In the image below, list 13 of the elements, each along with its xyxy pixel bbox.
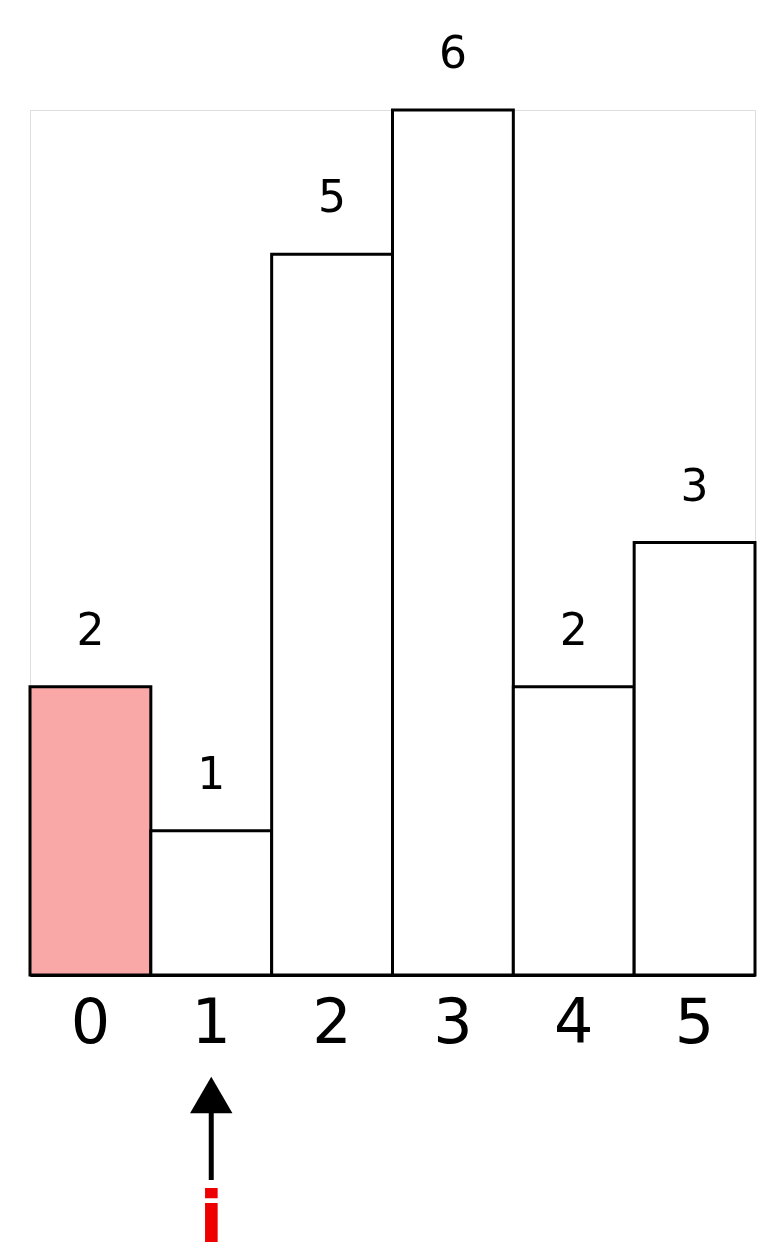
x-tick-label: 1 <box>191 984 231 1058</box>
x-tick-label: 2 <box>312 984 352 1058</box>
data-label: 1 <box>197 747 226 799</box>
data-label: 2 <box>559 603 588 655</box>
data-label: 2 <box>76 603 105 655</box>
data-label: 5 <box>318 171 347 223</box>
data-label: 6 <box>438 27 467 78</box>
x-tick-label: 5 <box>674 984 715 1058</box>
data-label: 3 <box>680 459 709 511</box>
annotation: i <box>198 1175 224 1250</box>
x-tick-label: 0 <box>70 984 111 1058</box>
x-tick-label: 4 <box>554 984 594 1058</box>
x-tick-label: 3 <box>433 984 473 1058</box>
